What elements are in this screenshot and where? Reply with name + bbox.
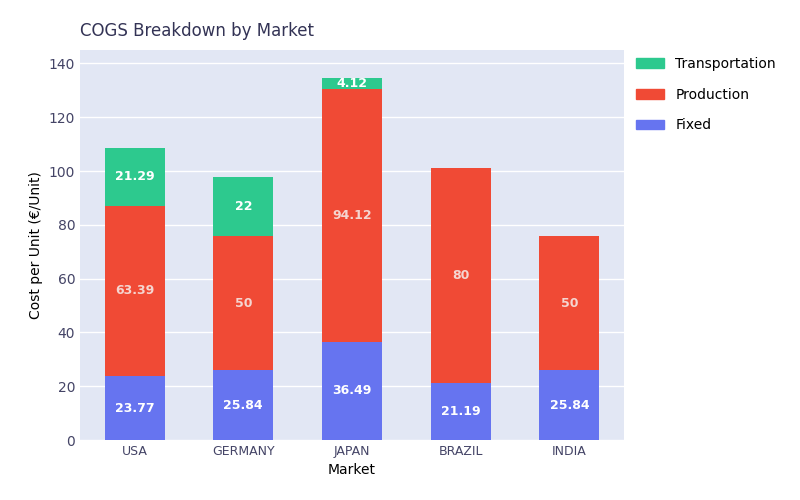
Bar (322, 78, 382, 88)
Bar (105, 206, 165, 376)
Bar (322, 88, 382, 342)
Text: 23.77: 23.77 (115, 402, 154, 414)
Bar (539, 370, 599, 440)
Text: 50: 50 (561, 297, 578, 310)
Y-axis label: Cost per Unit (€/Unit): Cost per Unit (€/Unit) (30, 171, 43, 319)
Text: 63.39: 63.39 (115, 284, 154, 298)
Text: 25.84: 25.84 (550, 398, 589, 411)
Text: 21.19: 21.19 (441, 405, 481, 418)
Text: 21.29: 21.29 (115, 170, 154, 183)
Bar (105, 376, 165, 440)
Text: 50: 50 (234, 297, 252, 310)
Bar (431, 383, 490, 440)
Text: 25.84: 25.84 (223, 398, 263, 411)
Text: 4.12: 4.12 (337, 76, 367, 90)
Bar (539, 236, 599, 370)
Text: 94.12: 94.12 (332, 209, 372, 222)
Legend: Transportation, Production, Fixed: Transportation, Production, Fixed (636, 57, 776, 132)
Bar (431, 168, 490, 383)
Bar (322, 342, 382, 440)
Bar (214, 177, 273, 236)
X-axis label: Market: Market (328, 464, 376, 477)
Text: COGS Breakdown by Market: COGS Breakdown by Market (80, 22, 314, 40)
Bar (214, 370, 273, 440)
Text: 36.49: 36.49 (332, 384, 372, 398)
Text: 22: 22 (234, 200, 252, 213)
Text: 80: 80 (452, 269, 470, 282)
Bar (214, 236, 273, 370)
Bar (105, 148, 165, 206)
